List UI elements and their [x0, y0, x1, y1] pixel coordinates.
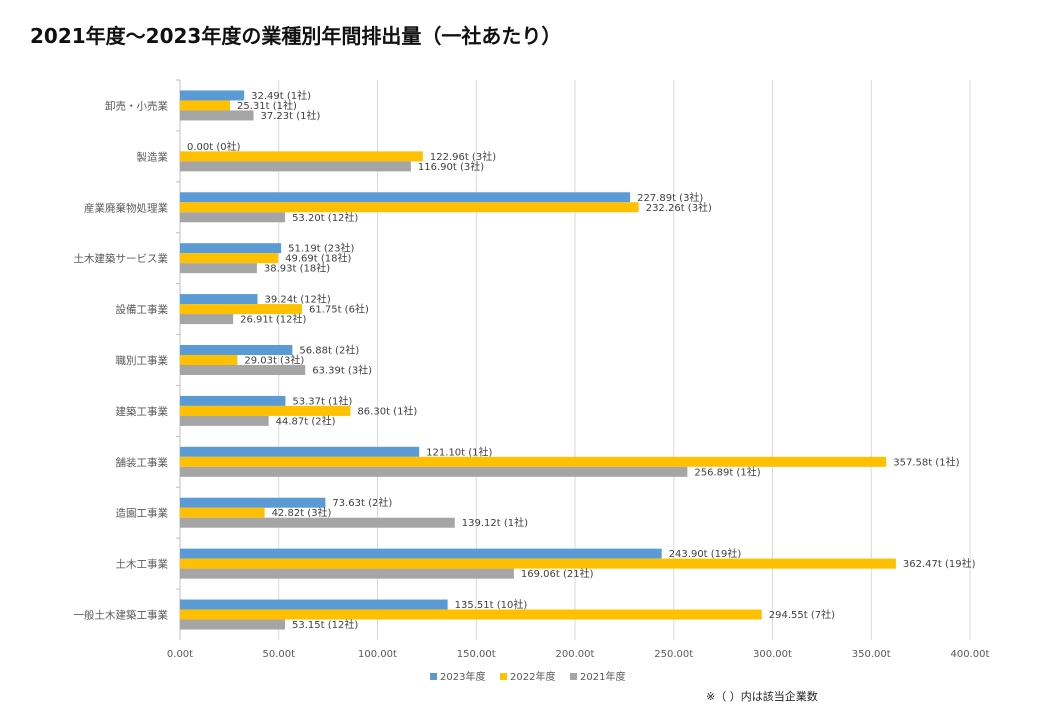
category-label: 建築工事業	[116, 405, 169, 418]
bar	[180, 212, 286, 223]
category-label: 舗装工事業	[116, 456, 169, 469]
bar	[180, 202, 639, 213]
x-tick-label: 250.00t	[654, 649, 693, 660]
bar	[180, 619, 285, 630]
data-label: 37.23t (1社)	[261, 109, 321, 122]
data-label: 0.00t (0社)	[187, 140, 241, 153]
category-label: 製造業	[137, 150, 169, 163]
x-tick-label: 150.00t	[457, 649, 496, 660]
data-label: 44.87t (2社)	[276, 414, 336, 427]
bar	[180, 517, 455, 528]
bar	[180, 466, 688, 477]
data-label: 32.49t (1社)	[251, 89, 311, 102]
data-label: 29.03t (3社)	[244, 354, 304, 367]
data-label: 53.15t (12社)	[292, 618, 358, 631]
category-label: 産業廃棄物処理業	[84, 201, 168, 214]
category-label: 設備工事業	[116, 303, 169, 316]
category-label: 卸売・小売業	[105, 99, 168, 112]
data-label: 51.19t (23社)	[288, 242, 354, 255]
legend-swatch	[570, 673, 577, 680]
x-tick-label: 0.00t	[167, 649, 193, 660]
bar	[180, 263, 257, 274]
data-label: 256.89t (1社)	[694, 465, 760, 478]
category-label: 造園工事業	[116, 507, 169, 520]
data-label: 49.69t (18社)	[285, 252, 351, 265]
chart-title: 2021年度～2023年度の業種別年間排出量（一社あたり）	[30, 24, 562, 48]
x-tick-label: 400.00t	[951, 649, 990, 660]
x-tick-label: 50.00t	[262, 649, 295, 660]
bar	[180, 507, 265, 518]
x-tick-label: 200.00t	[556, 649, 595, 660]
data-label: 86.30t (1社)	[357, 404, 417, 417]
footnote: ※（ ）内は該当企業数	[706, 690, 818, 703]
x-tick-label: 300.00t	[753, 649, 792, 660]
bar	[180, 568, 514, 579]
x-tick-label: 100.00t	[358, 649, 397, 660]
data-label: 243.90t (19社)	[669, 547, 742, 560]
bar	[180, 446, 420, 457]
legend-swatch	[430, 673, 437, 680]
legend-label: 2021年度	[580, 670, 625, 683]
data-label: 73.63t (2社)	[332, 496, 392, 509]
bar	[180, 161, 411, 172]
bar	[180, 304, 302, 315]
data-label: 53.20t (12社)	[292, 211, 358, 224]
data-label: 121.10t (1社)	[426, 445, 492, 458]
bar	[180, 90, 245, 101]
data-label: 362.47t (19社)	[903, 557, 976, 570]
data-label: 38.93t (18社)	[264, 262, 330, 275]
bar	[180, 548, 662, 559]
data-label: 25.31t (1社)	[237, 99, 297, 112]
data-label: 56.88t (2社)	[299, 344, 359, 357]
bar	[180, 243, 282, 254]
bar	[180, 395, 286, 406]
data-label: 227.89t (3社)	[637, 191, 703, 204]
data-label: 139.12t (1社)	[462, 516, 528, 529]
data-label: 232.26t (3社)	[646, 201, 712, 214]
bar	[180, 100, 230, 111]
data-label: 135.51t (10社)	[455, 598, 528, 611]
bar	[180, 609, 762, 620]
bar	[180, 355, 238, 365]
category-label: 一般土木建築工事業	[74, 609, 169, 622]
data-label: 116.90t (3社)	[418, 160, 484, 173]
data-label: 357.58t (1社)	[893, 455, 959, 468]
data-label: 26.91t (12社)	[240, 313, 306, 326]
data-label: 42.82t (3社)	[272, 506, 332, 519]
legend-label: 2023年度	[440, 670, 485, 683]
bar	[180, 294, 258, 305]
category-label: 職別工事業	[116, 354, 169, 367]
bar	[180, 110, 254, 121]
data-label: 169.06t (21社)	[521, 567, 594, 580]
category-label: 土木建築サービス業	[74, 252, 169, 265]
bar	[180, 415, 269, 426]
bar	[180, 599, 448, 610]
bar	[180, 151, 423, 162]
x-tick-label: 350.00t	[852, 649, 891, 660]
bar	[180, 314, 234, 325]
data-label: 63.39t (3社)	[312, 364, 372, 377]
bar	[180, 253, 279, 264]
bar	[180, 497, 326, 508]
bar	[180, 405, 351, 416]
legend-label: 2022年度	[510, 670, 555, 683]
category-label: 土木工事業	[116, 558, 169, 571]
bar	[180, 558, 896, 569]
data-label: 122.96t (3社)	[430, 150, 496, 163]
bar	[180, 345, 293, 355]
legend-swatch	[500, 673, 507, 680]
data-label: 53.37t (1社)	[292, 394, 352, 407]
bar	[180, 456, 887, 467]
data-label: 61.75t (6社)	[309, 303, 369, 316]
data-label: 294.55t (7社)	[769, 608, 835, 621]
bar	[180, 365, 306, 375]
bar	[180, 192, 631, 203]
data-label: 39.24t (12社)	[264, 293, 330, 306]
